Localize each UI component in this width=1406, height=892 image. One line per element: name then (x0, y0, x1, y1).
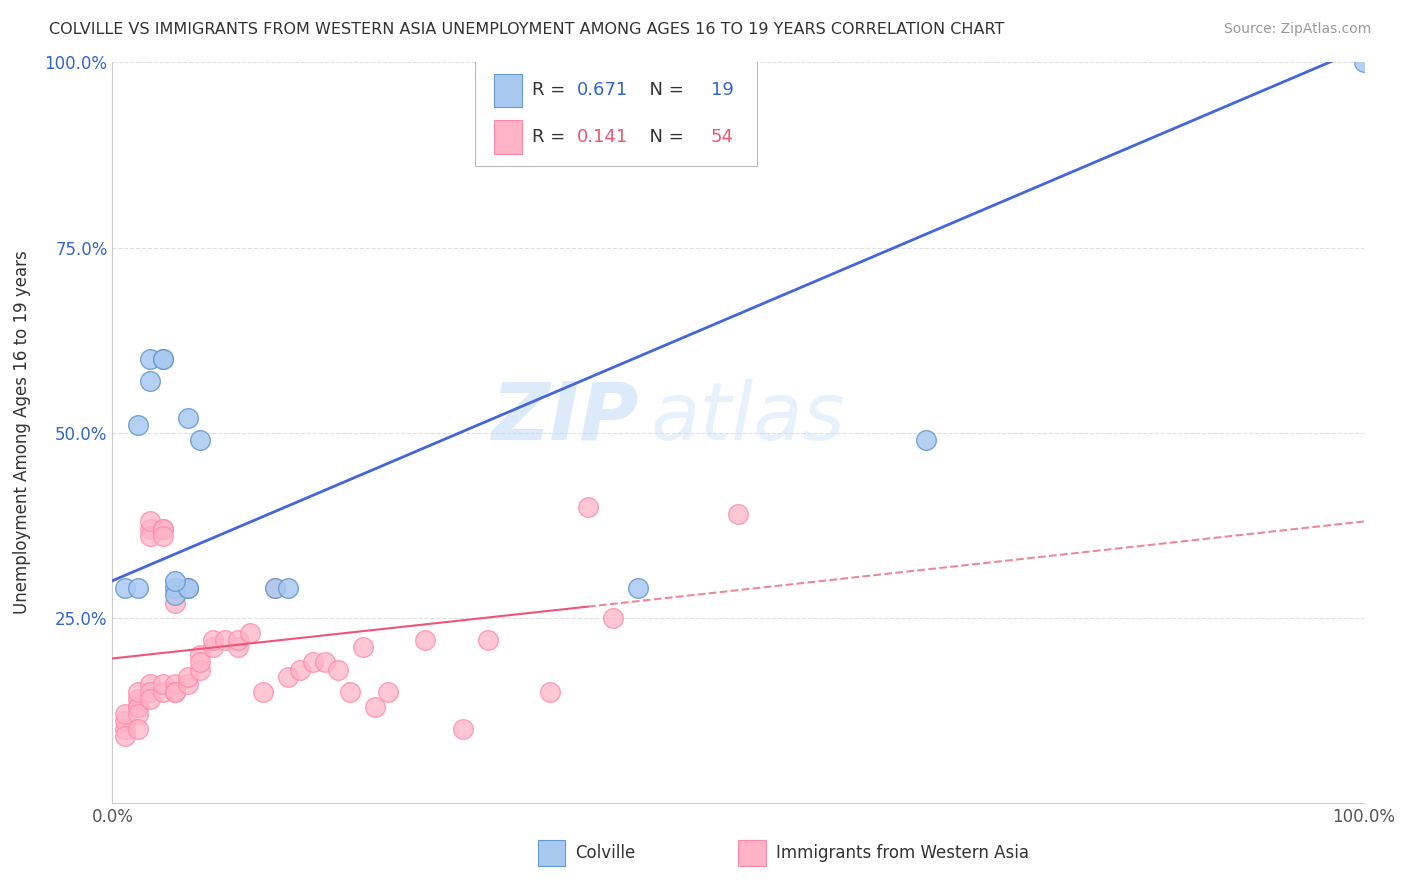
Point (176, 670, 198, 684)
Point (139, 529, 162, 543)
Point (264, 581, 287, 595)
Point (188, 433, 211, 447)
Text: R =: R = (531, 128, 571, 146)
Point (290, 663, 312, 677)
Point (139, 515, 162, 529)
Point (326, 663, 349, 677)
FancyBboxPatch shape (475, 59, 756, 166)
Text: N =: N = (638, 81, 689, 99)
Point (139, 692, 162, 706)
Point (377, 685, 399, 699)
Point (264, 581, 287, 595)
Point (201, 632, 224, 647)
Point (139, 522, 162, 536)
Point (152, 529, 174, 543)
FancyBboxPatch shape (494, 120, 522, 153)
Point (163, 685, 186, 699)
Text: Immigrants from Western Asia: Immigrants from Western Asia (776, 844, 1029, 862)
Point (139, 677, 162, 691)
Point (139, 685, 162, 699)
Point (152, 522, 174, 536)
Point (915, 433, 938, 447)
Point (226, 632, 249, 647)
Point (314, 655, 336, 669)
Point (114, 714, 136, 729)
Point (139, 374, 162, 388)
Point (239, 625, 262, 640)
Point (188, 663, 211, 677)
Point (114, 729, 136, 743)
Point (163, 589, 186, 603)
Point (163, 581, 186, 595)
Point (139, 351, 162, 366)
Point (188, 655, 211, 669)
Point (1353, 55, 1375, 70)
Point (252, 685, 274, 699)
FancyBboxPatch shape (738, 840, 766, 866)
Point (277, 581, 299, 595)
Point (413, 632, 436, 647)
Point (127, 418, 149, 433)
Text: ZIP: ZIP (491, 379, 638, 457)
Point (163, 574, 186, 588)
Point (214, 632, 236, 647)
Text: Source: ZipAtlas.com: Source: ZipAtlas.com (1223, 22, 1371, 37)
Point (339, 685, 361, 699)
Point (127, 699, 149, 714)
Point (226, 640, 249, 655)
Point (114, 706, 136, 721)
Point (176, 677, 198, 691)
Point (152, 351, 174, 366)
FancyBboxPatch shape (494, 73, 522, 107)
Y-axis label: Unemployment Among Ages 16 to 19 years: Unemployment Among Ages 16 to 19 years (13, 251, 31, 615)
Text: atlas: atlas (651, 379, 845, 457)
Point (176, 410, 198, 425)
Point (152, 685, 174, 699)
Text: N =: N = (638, 128, 689, 146)
Point (127, 685, 149, 699)
Point (127, 706, 149, 721)
Point (538, 685, 561, 699)
Point (163, 685, 186, 699)
Point (152, 677, 174, 691)
Point (163, 596, 186, 610)
Point (576, 500, 599, 514)
Point (188, 648, 211, 662)
FancyBboxPatch shape (538, 840, 565, 866)
Point (127, 692, 149, 706)
Point (301, 655, 323, 669)
Text: Colville: Colville (575, 844, 636, 862)
Text: 0.141: 0.141 (576, 128, 628, 146)
Point (627, 581, 650, 595)
Point (127, 722, 149, 736)
Point (127, 581, 149, 595)
Point (277, 670, 299, 684)
Point (127, 699, 149, 714)
Point (602, 610, 624, 624)
Point (114, 722, 136, 736)
Point (152, 351, 174, 366)
Point (477, 632, 499, 647)
Point (176, 581, 198, 595)
Point (176, 581, 198, 595)
Point (727, 507, 749, 521)
Point (152, 522, 174, 536)
Point (114, 581, 136, 595)
Text: 54: 54 (710, 128, 734, 146)
Point (364, 699, 387, 714)
Text: R =: R = (531, 81, 571, 99)
Point (163, 677, 186, 691)
Point (201, 640, 224, 655)
Text: COLVILLE VS IMMIGRANTS FROM WESTERN ASIA UNEMPLOYMENT AMONG AGES 16 TO 19 YEARS : COLVILLE VS IMMIGRANTS FROM WESTERN ASIA… (49, 22, 1004, 37)
Point (451, 722, 474, 736)
Point (352, 640, 374, 655)
Text: 19: 19 (710, 81, 734, 99)
Text: 0.671: 0.671 (576, 81, 628, 99)
